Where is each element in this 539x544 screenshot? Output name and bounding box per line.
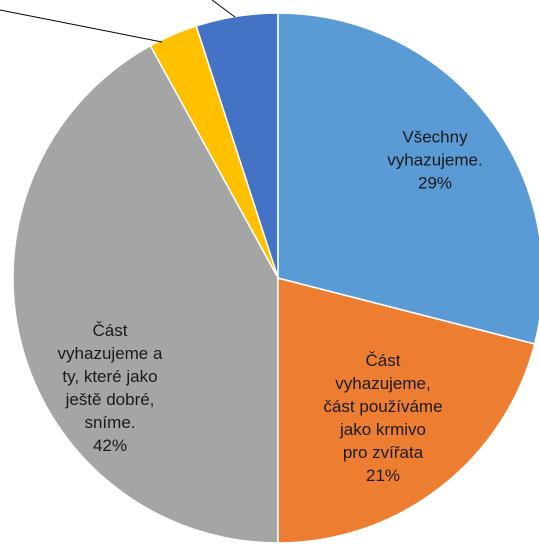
slice-label: Část vyhazujeme a ty, které jako ještě d… <box>58 319 163 457</box>
category-label: Všechny vyhazujeme. <box>387 127 483 170</box>
value-label: 29% <box>417 173 453 193</box>
category-label: Část vyhazujeme a ty, které jako ještě d… <box>57 321 163 432</box>
pie-slice <box>277 277 536 544</box>
value-label: 21% <box>365 466 401 485</box>
leader-line <box>211 0 236 18</box>
category-label: Část vyhazujeme, část používáme jako krm… <box>323 351 443 462</box>
value-label: 42% <box>92 436 128 455</box>
leader-line <box>0 9 163 43</box>
pie-slice <box>277 12 539 345</box>
slice-label: Všechny vyhazujeme. 29% <box>387 126 482 195</box>
pie-slice <box>12 44 279 544</box>
slice-label: Část vyhazujeme, část používáme jako krm… <box>323 349 442 487</box>
